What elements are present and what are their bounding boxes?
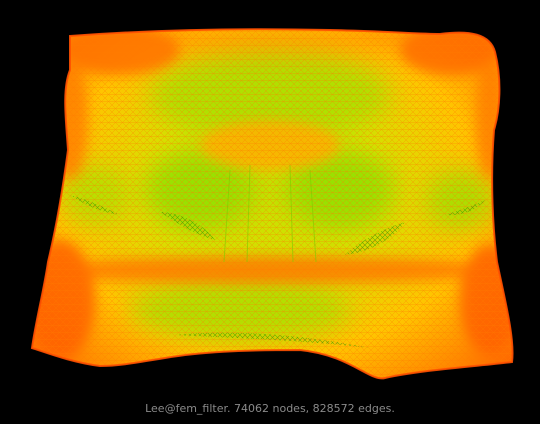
graph-caption: Lee@fem_filter. 74062 nodes, 828572 edge… <box>145 402 395 415</box>
mesh-outline <box>30 28 514 380</box>
